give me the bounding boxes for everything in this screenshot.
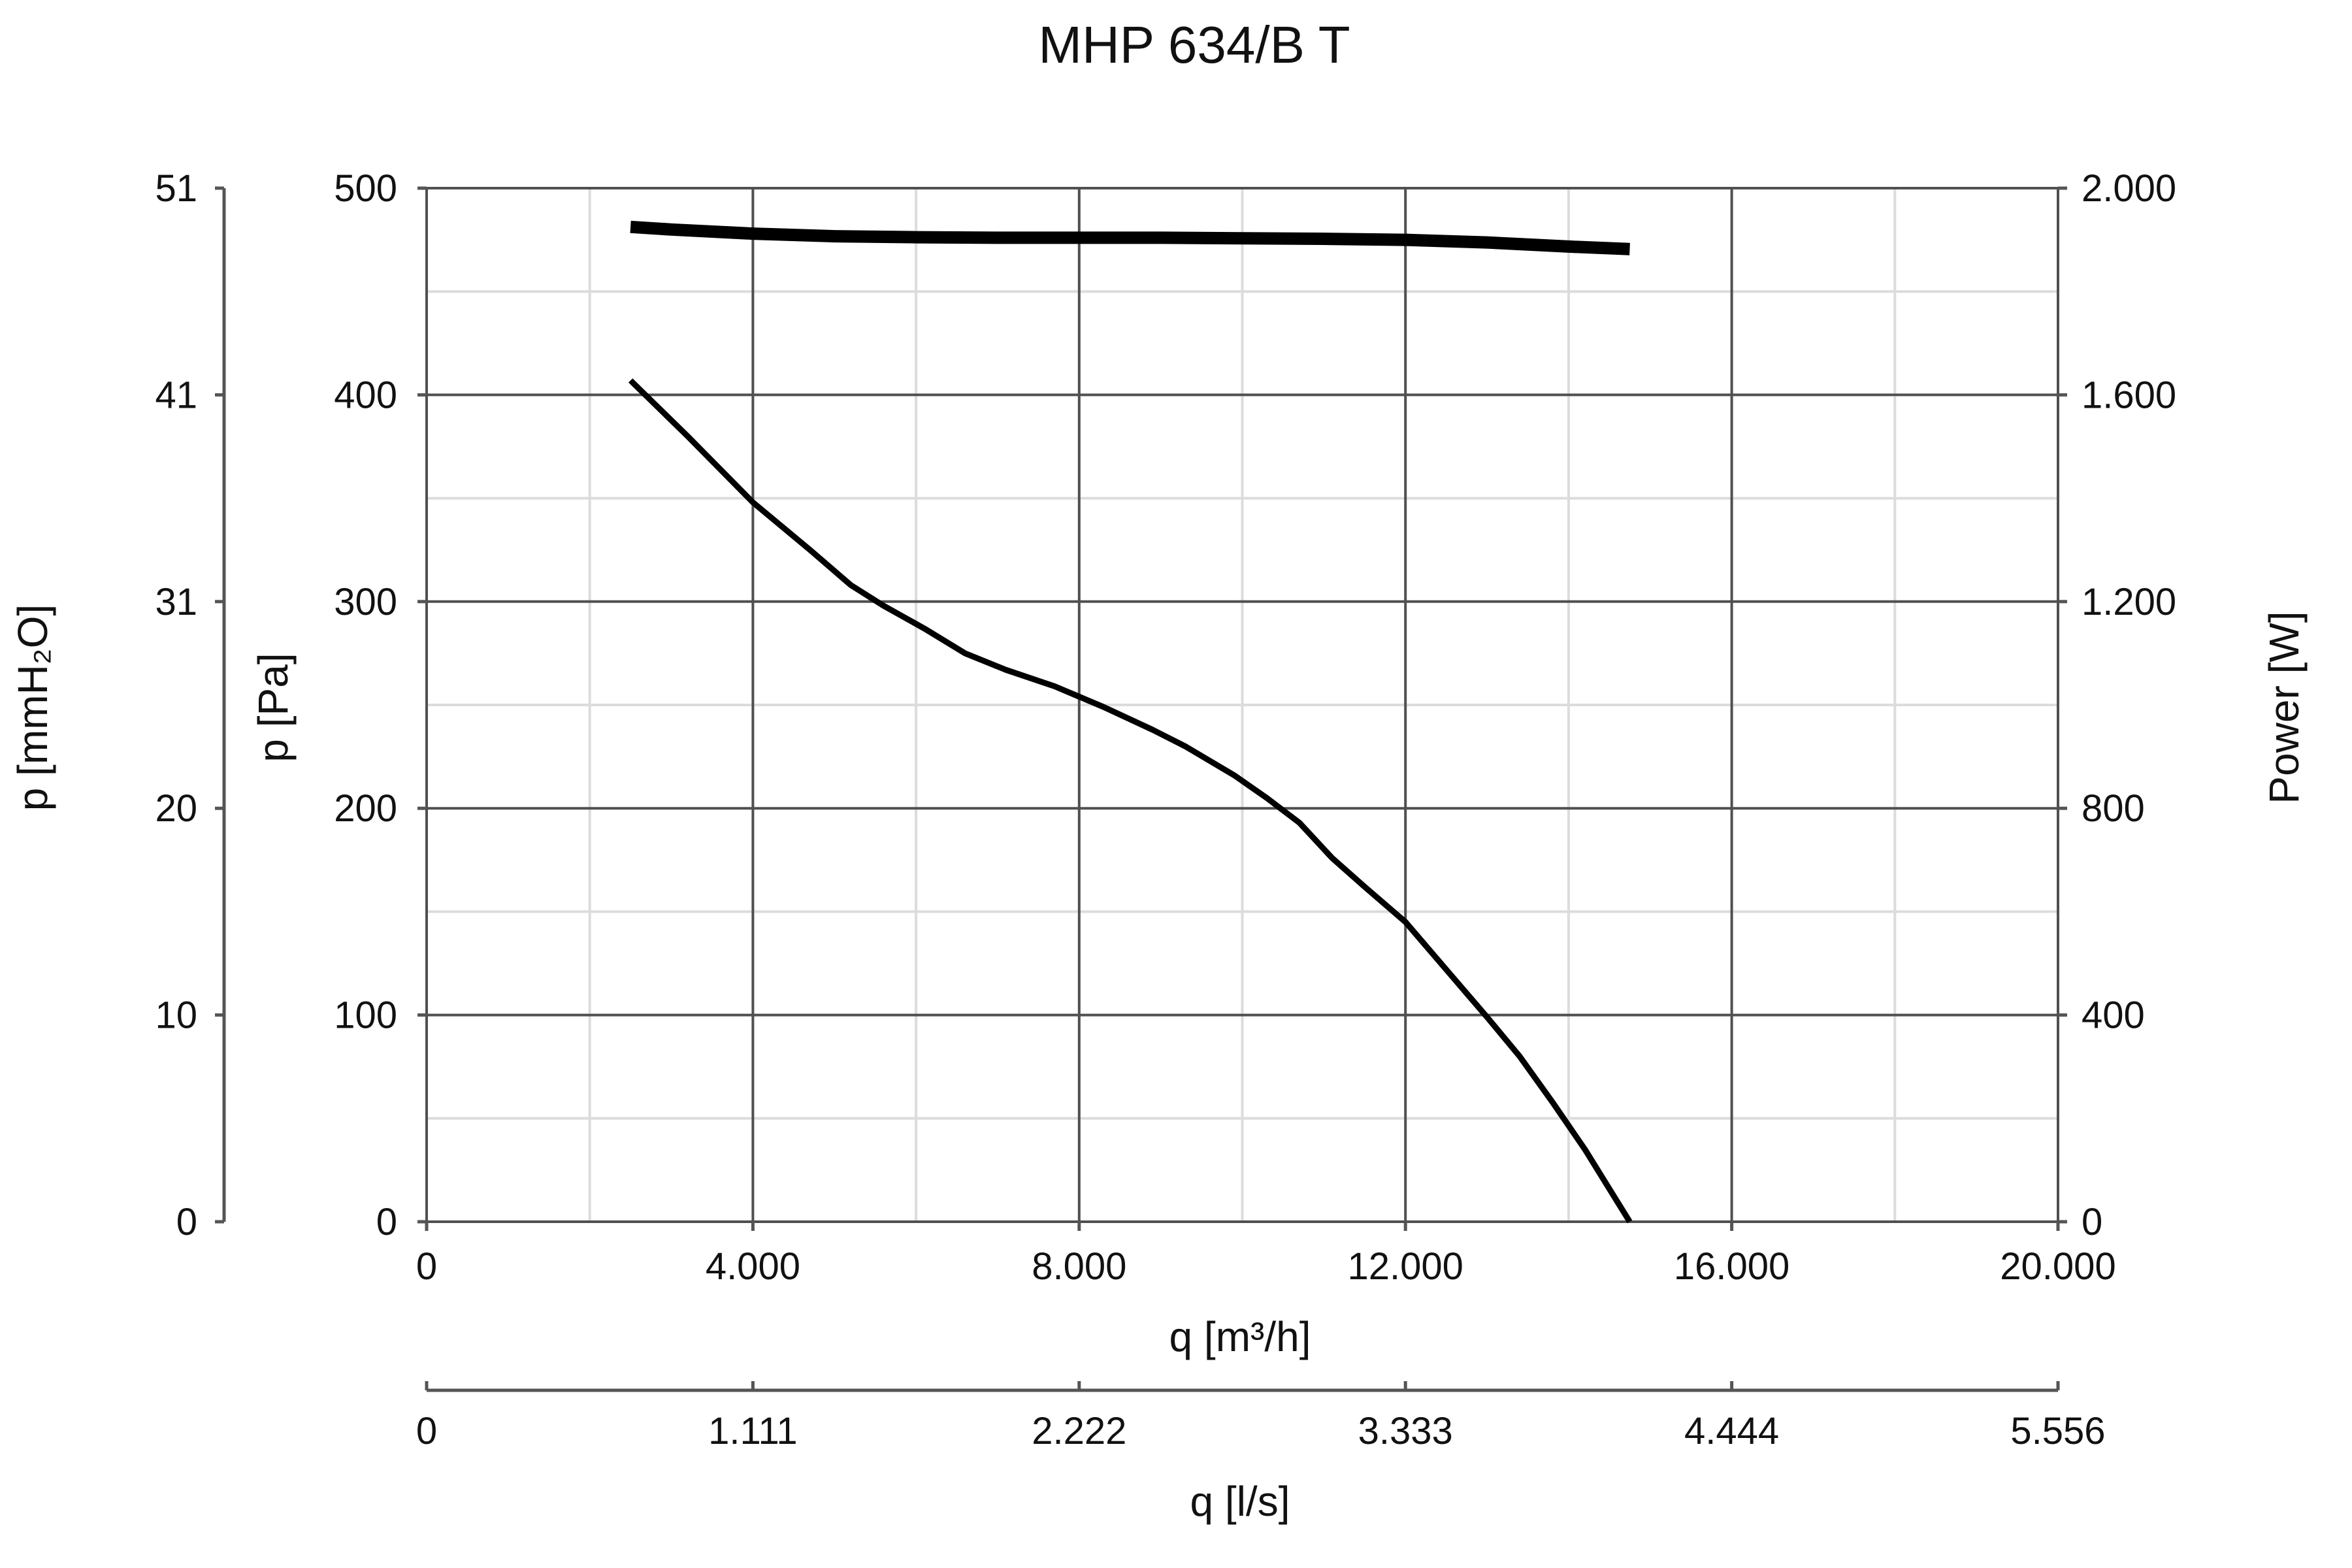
- x-tick-label: 16.000: [1674, 1245, 1789, 1288]
- y3-axis-title: Power [W]: [2261, 611, 2308, 804]
- y2-tick-label: 51: [155, 167, 197, 210]
- grid: [425, 187, 2059, 1223]
- y2-tick-label: 20: [155, 787, 197, 830]
- x-tick-label: 0: [416, 1245, 437, 1288]
- x-tick-label: 20.000: [2000, 1245, 2115, 1288]
- y2-tick-label: 31: [155, 581, 197, 623]
- y-tick-label: 100: [334, 994, 397, 1037]
- y2-tick-label: 10: [155, 994, 197, 1037]
- y3-tick-label: 2.000: [2082, 167, 2176, 210]
- y-tick-label: 400: [334, 374, 397, 416]
- y3-tick-label: 1.600: [2082, 374, 2176, 416]
- y2-tick-label: 0: [176, 1201, 197, 1243]
- y-axis-title: p [Pa]: [250, 653, 297, 762]
- x2-tick-label: 5.556: [2010, 1410, 2105, 1452]
- x2-tick-label: 1.111: [708, 1410, 798, 1452]
- chart-title: MHP 634/B T: [1038, 16, 1350, 74]
- power-curve: [630, 220, 1630, 255]
- y-tick-label: 0: [376, 1201, 397, 1243]
- x2-tick-label: 3.333: [1358, 1410, 1453, 1452]
- pressure-curve: [628, 378, 1633, 1224]
- x-tick-label: 12.000: [1347, 1245, 1463, 1288]
- y-tick-label: 200: [334, 787, 397, 830]
- x2-tick-label: 0: [416, 1410, 437, 1452]
- x2-tick-label: 2.222: [1032, 1410, 1126, 1452]
- x2-axis-title: q [l/s]: [1190, 1478, 1290, 1525]
- y2-tick-label: 41: [155, 374, 197, 416]
- x2-tick-label: 4.444: [1684, 1410, 1779, 1452]
- y2-axis-title: p [mmH₂O]: [9, 604, 56, 811]
- series-layer: [628, 220, 1633, 1224]
- x-axis-title: q [m³/h]: [1169, 1313, 1311, 1360]
- y-tick-label: 300: [334, 581, 397, 623]
- y-tick-label: 500: [334, 167, 397, 210]
- y3-tick-label: 800: [2082, 787, 2145, 830]
- y3-tick-label: 400: [2082, 994, 2145, 1037]
- x-tick-label: 4.000: [706, 1245, 800, 1288]
- y3-tick-label: 1.200: [2082, 581, 2176, 623]
- y3-tick-label: 0: [2082, 1201, 2102, 1243]
- x-tick-label: 8.000: [1032, 1245, 1126, 1288]
